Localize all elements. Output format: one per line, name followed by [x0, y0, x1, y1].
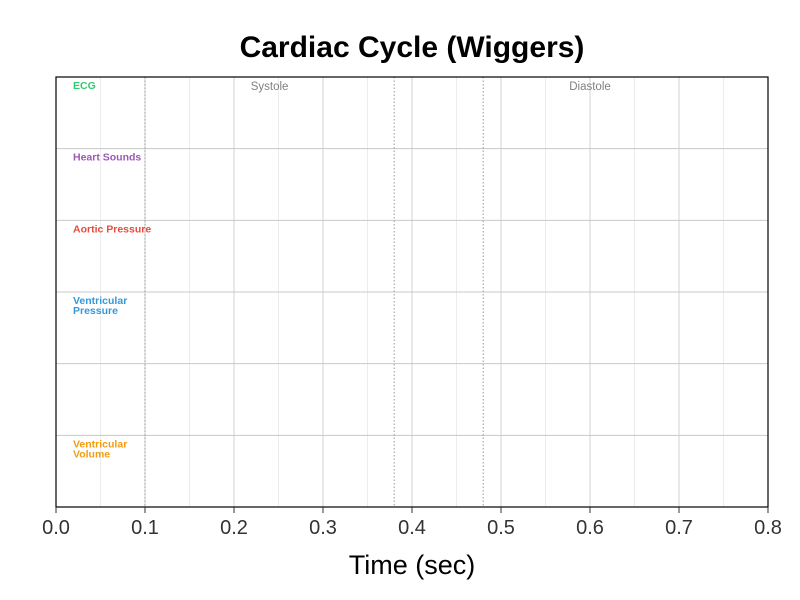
lane-label: Heart Sounds — [73, 152, 141, 164]
phase-labels: Systole Diastole — [251, 81, 611, 93]
lane-label-line: Heart Sounds — [73, 152, 141, 164]
lane-label-line: Ventricular — [73, 295, 127, 307]
x-tick-label: 0.2 — [220, 517, 248, 539]
phase-label: Systole — [251, 81, 289, 93]
x-tick-label: 0.0 — [42, 517, 70, 539]
phase-markers — [144, 77, 484, 507]
x-tick-label: 0.5 — [487, 517, 515, 539]
x-axis-ticks: 0.0 0.1 0.2 0.3 0.4 0.5 0.6 0.7 0.8 — [42, 507, 782, 539]
lane-label-line: Volume — [73, 448, 110, 460]
lane-label: Ventricular Volume — [73, 438, 127, 460]
lane-label-line: Aortic Pressure — [73, 223, 151, 235]
lane-label-line: Ventricular — [73, 438, 127, 450]
lane-label-line: ECG — [73, 80, 96, 92]
lane-label: Ventricular Pressure — [73, 295, 127, 317]
lane-label: ECG — [73, 80, 96, 92]
lane-labels: ECG Heart Sounds Aortic Pressure Ventricula… — [73, 80, 151, 460]
x-tick-label: 0.8 — [754, 517, 782, 539]
x-tick-label: 0.4 — [398, 517, 426, 539]
grid — [56, 77, 768, 507]
phase-label: Diastole — [569, 81, 611, 93]
lane-label: Aortic Pressure — [73, 223, 151, 235]
chart-title: Cardiac Cycle (Wiggers) — [240, 31, 585, 64]
x-tick-label: 0.1 — [131, 517, 159, 539]
x-tick-label: 0.3 — [309, 517, 337, 539]
x-tick-label: 0.6 — [576, 517, 604, 539]
x-tick-label: 0.7 — [665, 517, 693, 539]
lane-label-line: Pressure — [73, 305, 118, 317]
x-axis-label: Time (sec) — [349, 550, 476, 580]
